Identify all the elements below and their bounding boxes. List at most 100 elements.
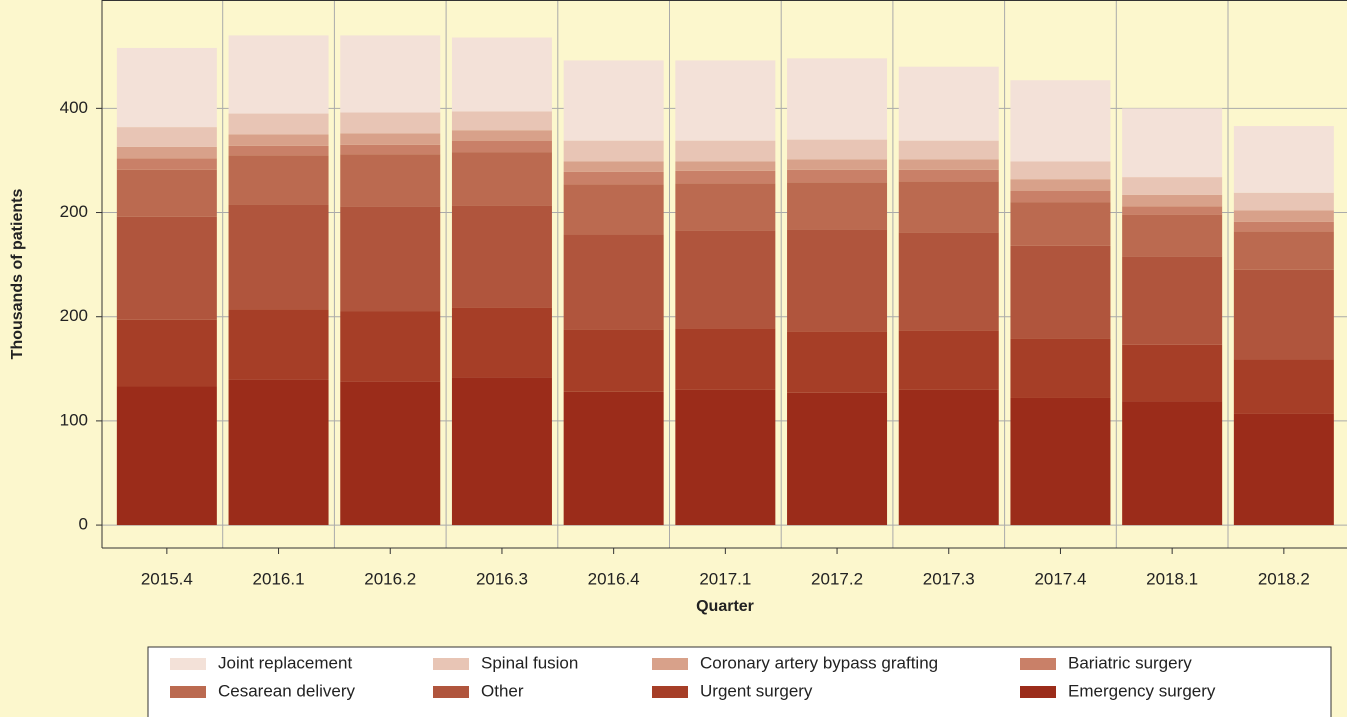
bar-segment: [1233, 269, 1334, 360]
bar-segment: [787, 229, 888, 332]
x-tick-label: 2016.1: [253, 569, 305, 588]
bar-segment: [675, 161, 776, 171]
bar-segment: [116, 158, 217, 170]
bar-segment: [1122, 401, 1223, 526]
bar-segment: [1010, 245, 1111, 339]
legend-label: Spinal fusion: [481, 653, 578, 672]
x-tick-label: 2018.2: [1258, 569, 1310, 588]
bar-segment: [563, 140, 664, 162]
bar-segment: [228, 134, 329, 146]
legend-swatch: [1020, 658, 1056, 670]
bar-segment: [563, 60, 664, 141]
legend-swatch: [652, 658, 688, 670]
y-tick-label: 0: [79, 515, 88, 534]
bar-segment: [1122, 344, 1223, 402]
bar-segment: [675, 60, 776, 141]
bar-segment: [898, 330, 999, 390]
bar-segment: [563, 391, 664, 526]
bar-segment: [898, 140, 999, 160]
bar-segment: [1233, 210, 1334, 222]
bar-segment: [1122, 256, 1223, 345]
bar-segment: [451, 205, 552, 308]
bar-segment: [451, 307, 552, 378]
bar-segment: [451, 377, 552, 526]
bar-segment: [898, 181, 999, 233]
bar-segment: [116, 169, 217, 217]
legend-label: Other: [481, 681, 524, 700]
x-tick-label: 2017.4: [1034, 569, 1086, 588]
y-tick-label: 100: [60, 410, 88, 429]
legend-label: Bariatric surgery: [1068, 653, 1192, 672]
bar-segment: [228, 379, 329, 526]
bar-segment: [340, 381, 441, 526]
legend-swatch: [433, 686, 469, 698]
bar-segment: [1233, 221, 1334, 232]
bar-segment: [563, 171, 664, 185]
bar-segment: [228, 155, 329, 205]
x-tick-label: 2016.2: [364, 569, 416, 588]
bar-segment: [675, 328, 776, 390]
legend-swatch: [1020, 686, 1056, 698]
legend-label: Cesarean delivery: [218, 681, 356, 700]
bar-segment: [675, 230, 776, 329]
bar-segment: [340, 133, 441, 145]
bar-segment: [1010, 202, 1111, 246]
bar-segment: [116, 146, 217, 159]
bar-segment: [898, 66, 999, 141]
bar-segment: [898, 169, 999, 182]
bar-segment: [451, 111, 552, 131]
bar-segment: [228, 204, 329, 310]
bar-segment: [451, 152, 552, 206]
legend-label: Coronary artery bypass grafting: [700, 653, 938, 672]
bar-segment: [787, 159, 888, 170]
x-tick-label: 2017.2: [811, 569, 863, 588]
bar-segment: [1233, 231, 1334, 270]
bar-segment: [675, 170, 776, 184]
y-tick-label: 200: [60, 306, 88, 325]
bar-segment: [228, 113, 329, 135]
bar-segment: [1122, 206, 1223, 215]
bar-segment: [228, 145, 329, 156]
bar-segment: [340, 206, 441, 312]
bar-segment: [116, 319, 217, 387]
bar-segment: [1233, 413, 1334, 526]
bar-segment: [340, 154, 441, 207]
bar-segment: [787, 331, 888, 393]
bar-segment: [116, 386, 217, 526]
x-tick-label: 2015.4: [141, 569, 193, 588]
y-axis-title: Thousands of patients: [9, 189, 26, 360]
bar-segment: [451, 130, 552, 141]
bar-segment: [340, 144, 441, 155]
bar-segment: [116, 216, 217, 320]
bar-segment: [340, 112, 441, 134]
bar-segment: [228, 309, 329, 380]
legend-label: Urgent surgery: [700, 681, 813, 700]
legend-swatch: [170, 658, 206, 670]
bar-segment: [787, 169, 888, 183]
bar-segment: [451, 140, 552, 153]
bar-segment: [787, 392, 888, 526]
bar-segment: [1233, 359, 1334, 414]
bar-segment: [228, 35, 329, 114]
legend-box: [147, 646, 1332, 717]
bar-segment: [675, 183, 776, 231]
bar-segment: [451, 37, 552, 112]
bar-segment: [116, 127, 217, 147]
bar-segment: [1010, 80, 1111, 162]
bar-segment: [340, 35, 441, 113]
bar-segment: [787, 182, 888, 230]
x-tick-label: 2016.3: [476, 569, 528, 588]
bar-segment: [898, 232, 999, 331]
bar-segment: [675, 389, 776, 526]
legend-label: Joint replacement: [218, 653, 352, 672]
bar-segment: [1010, 338, 1111, 398]
bar-segment: [1010, 179, 1111, 191]
bar-segment: [1122, 177, 1223, 195]
bar-segment: [787, 58, 888, 140]
x-tick-label: 2017.1: [699, 569, 751, 588]
bar-segment: [787, 139, 888, 160]
bar-segment: [1010, 161, 1111, 180]
bar-segment: [1122, 108, 1223, 178]
